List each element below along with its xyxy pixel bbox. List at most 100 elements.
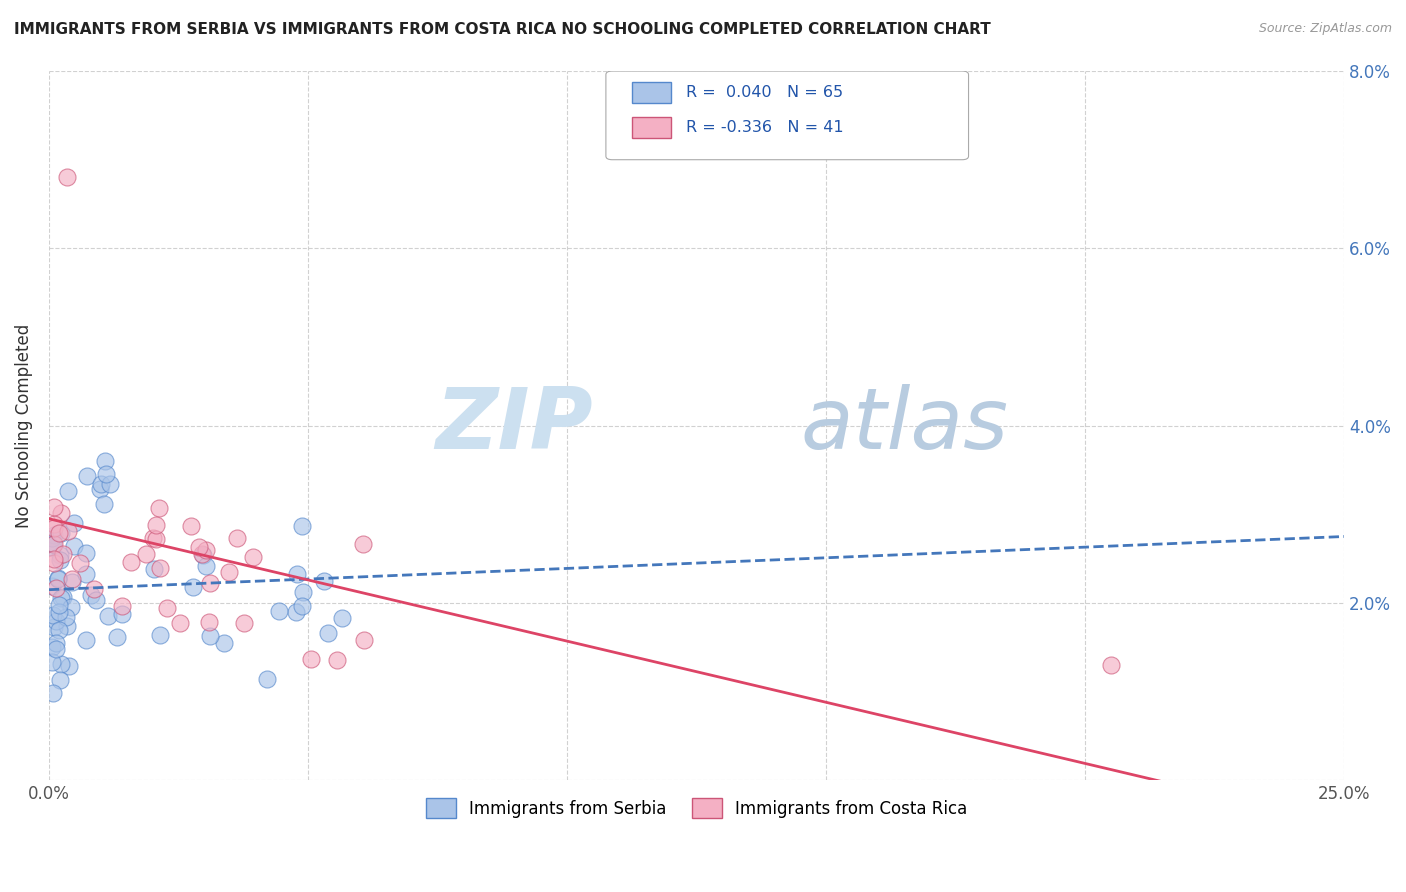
Point: [45, 614, 67, 628]
Point: [41, 531, 63, 545]
Point: [41, 537, 63, 551]
Point: [111, 607, 134, 621]
Point: [314, 574, 336, 588]
Point: [191, 547, 214, 561]
Point: [198, 575, 221, 590]
Point: [45, 582, 67, 596]
FancyBboxPatch shape: [631, 82, 671, 103]
Point: [76, 469, 98, 483]
Point: [44, 516, 66, 531]
Legend: Immigrants from Serbia, Immigrants from Costa Rica: Immigrants from Serbia, Immigrants from …: [419, 791, 974, 825]
Point: [48, 673, 70, 688]
Point: [48, 526, 70, 541]
Point: [97, 608, 120, 623]
Point: [191, 548, 214, 562]
Point: [52, 547, 75, 561]
Point: [41, 640, 63, 655]
Point: [212, 636, 235, 650]
Point: [48, 623, 70, 637]
Point: [49, 657, 72, 672]
Point: [49, 506, 72, 520]
Point: [46, 572, 69, 586]
Point: [120, 555, 142, 569]
Point: [291, 599, 314, 614]
Point: [44, 528, 66, 542]
Point: [45, 642, 67, 657]
Text: Source: ZipAtlas.com: Source: ZipAtlas.com: [1258, 22, 1392, 36]
Point: [142, 562, 165, 576]
Point: [42, 608, 65, 623]
Point: [45, 636, 67, 650]
Point: [41, 541, 63, 555]
Point: [55, 618, 77, 632]
Point: [195, 558, 218, 573]
Point: [256, 672, 278, 686]
Point: [60, 572, 83, 586]
Point: [62, 516, 84, 530]
Point: [44, 556, 66, 570]
Point: [49, 525, 72, 540]
Text: IMMIGRANTS FROM SERBIA VS IMMIGRANTS FROM COSTA RICA NO SCHOOLING COMPLETED CORR: IMMIGRANTS FROM SERBIA VS IMMIGRANTS FRO…: [14, 22, 991, 37]
Point: [49, 552, 72, 566]
Point: [188, 541, 211, 555]
Point: [63, 539, 86, 553]
Point: [332, 611, 354, 625]
Point: [291, 519, 314, 533]
Point: [169, 616, 191, 631]
Point: [291, 585, 314, 599]
FancyBboxPatch shape: [631, 117, 671, 138]
Point: [180, 519, 202, 533]
Point: [1099, 658, 1122, 673]
Point: [75, 633, 97, 648]
Point: [181, 580, 204, 594]
Point: [353, 632, 375, 647]
Point: [48, 598, 70, 612]
Point: [83, 582, 105, 596]
Point: [148, 501, 170, 516]
Point: [79, 588, 101, 602]
Point: [56, 170, 79, 185]
Point: [156, 601, 179, 615]
Point: [75, 546, 97, 560]
Point: [41, 686, 63, 700]
Point: [52, 590, 75, 604]
Text: atlas: atlas: [800, 384, 1008, 467]
Point: [58, 524, 80, 538]
Point: [98, 476, 121, 491]
Point: [42, 620, 65, 634]
Point: [75, 567, 97, 582]
Point: [62, 574, 84, 589]
Text: R =  0.040   N = 65: R = 0.040 N = 65: [686, 85, 844, 100]
Point: [51, 591, 73, 605]
Point: [142, 531, 165, 545]
FancyBboxPatch shape: [606, 71, 969, 160]
Point: [197, 615, 219, 630]
Point: [284, 605, 307, 619]
Point: [44, 521, 66, 535]
Point: [56, 483, 79, 498]
Point: [58, 659, 80, 673]
Point: [55, 610, 77, 624]
Point: [149, 628, 172, 642]
Point: [299, 651, 322, 665]
Point: [285, 567, 308, 582]
Point: [46, 571, 69, 585]
Point: [226, 531, 249, 545]
Point: [148, 561, 170, 575]
Point: [352, 537, 374, 551]
Point: [89, 483, 111, 497]
Point: [96, 467, 118, 481]
Y-axis label: No Schooling Completed: No Schooling Completed: [15, 324, 32, 528]
Point: [242, 549, 264, 564]
Point: [218, 565, 240, 579]
Point: [145, 518, 167, 533]
Text: R = -0.336   N = 41: R = -0.336 N = 41: [686, 120, 844, 136]
Point: [93, 497, 115, 511]
Point: [44, 552, 66, 566]
Point: [69, 556, 91, 570]
Point: [44, 536, 66, 550]
Point: [232, 615, 254, 630]
Point: [316, 626, 339, 640]
Point: [105, 630, 128, 644]
Point: [269, 604, 291, 618]
